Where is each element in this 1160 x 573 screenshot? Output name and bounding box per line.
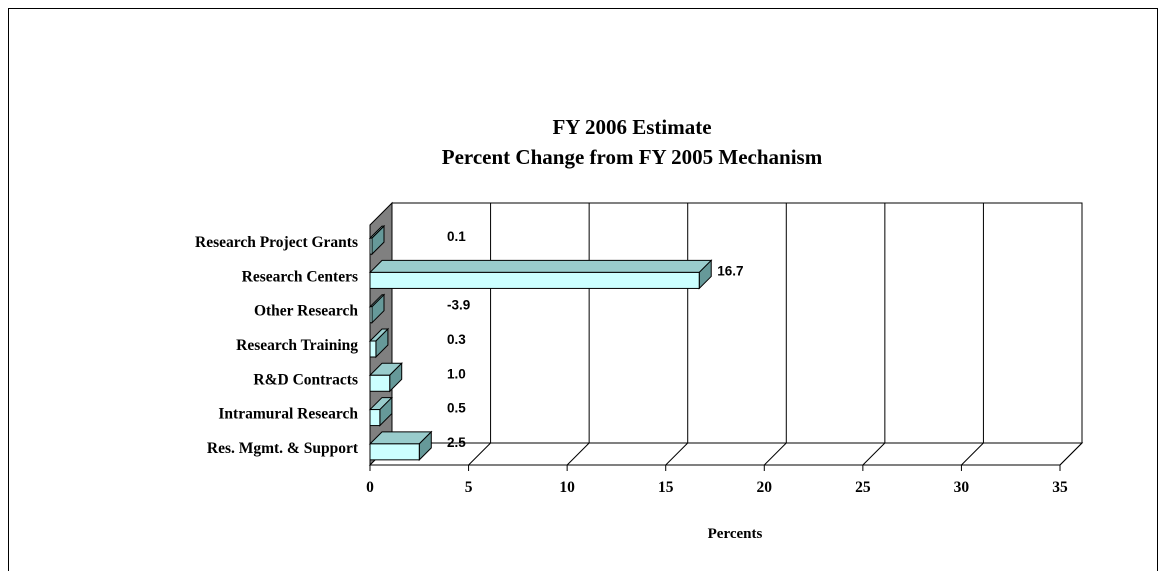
bar-front [369, 374, 391, 392]
back-wall [391, 202, 1083, 444]
bar [368, 259, 713, 290]
data-label: 0.5 [447, 401, 466, 416]
floor [368, 442, 1084, 466]
bar-front [369, 237, 373, 255]
data-label: 16.7 [717, 263, 743, 278]
category-label: Intramural Research [218, 406, 358, 423]
bar [368, 430, 433, 462]
bar-top [368, 259, 713, 273]
category-label: Other Research [254, 303, 358, 320]
floor-gridline [961, 442, 984, 466]
chart-title: FY 2006 Estimate [552, 115, 711, 139]
data-label: 2.5 [447, 435, 466, 450]
bar [368, 293, 386, 324]
category-label: R&D Contracts [253, 371, 358, 388]
bar [368, 396, 394, 427]
data-label: 0.1 [447, 229, 466, 244]
chart-frame [8, 8, 1158, 571]
floor-gridline [862, 442, 886, 466]
bar [368, 224, 386, 256]
category-label: Research Training [236, 337, 358, 354]
bar [368, 327, 390, 359]
floor-gridline [566, 442, 590, 466]
category-label: Res. Mgmt. & Support [207, 440, 359, 457]
bar-front [369, 443, 420, 461]
x-tick-label: 25 [855, 479, 871, 496]
bar [368, 362, 403, 393]
x-tick-label: 30 [954, 479, 970, 496]
bar-front [369, 271, 700, 289]
floor-gridline [1059, 442, 1083, 466]
x-tick-label: 5 [465, 479, 473, 496]
x-tick-label: 0 [366, 479, 374, 496]
x-tick-label: 15 [658, 479, 674, 496]
data-label: 1.0 [447, 366, 466, 381]
bar-front [369, 306, 373, 324]
data-label: 0.3 [447, 332, 466, 347]
data-label: -3.9 [447, 298, 470, 313]
bar-front [369, 409, 381, 427]
floor-gridline [665, 442, 689, 466]
x-tick-label: 20 [757, 479, 773, 496]
floor-gridline [468, 442, 491, 466]
floor-gridline [763, 442, 787, 466]
category-label: Research Project Grants [195, 234, 358, 251]
plot-area: 0 5 10 15 20 25 30 35 Research Project Grants 0.1… [195, 201, 1084, 496]
chart-subtitle: Percent Change from FY 2005 Mechanism [442, 145, 823, 169]
bar-front [369, 340, 377, 358]
x-axis-title: Percents [708, 526, 763, 542]
category-label: Research Centers [242, 268, 358, 285]
x-tick-label: 10 [559, 479, 575, 496]
x-tick-label: 35 [1052, 479, 1068, 496]
